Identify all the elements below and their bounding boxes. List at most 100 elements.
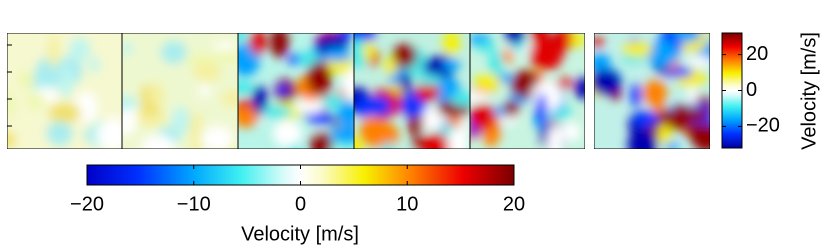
field-blob <box>646 39 679 68</box>
field-blob <box>470 91 491 103</box>
field-blob <box>249 33 267 55</box>
field-blobs <box>122 41 238 149</box>
field-blob <box>47 120 73 146</box>
field-blob <box>201 126 234 149</box>
field-blobs <box>594 33 710 149</box>
field-blob <box>318 95 347 109</box>
field-blob <box>272 119 302 148</box>
field-blob <box>536 92 548 126</box>
field-blobs <box>7 33 122 149</box>
field-blob <box>570 33 585 47</box>
field-blob <box>141 134 176 149</box>
field-blob <box>674 33 702 43</box>
field-blobs <box>238 33 354 149</box>
field-blob <box>447 127 469 149</box>
field-blob <box>261 105 293 119</box>
field-blob <box>215 49 238 63</box>
field-blob <box>122 107 138 136</box>
field-blob <box>238 80 254 95</box>
field-blob <box>199 84 211 98</box>
field-blob <box>687 55 710 67</box>
field-blob <box>193 61 221 82</box>
field-blob <box>337 100 354 131</box>
field-blob <box>367 95 392 117</box>
field-blob <box>360 116 386 146</box>
field-blob <box>238 33 249 40</box>
field-blob <box>630 83 642 107</box>
field-blob <box>529 38 564 71</box>
field-panel <box>122 33 238 149</box>
field-blob <box>633 111 659 128</box>
field-blob <box>382 142 394 149</box>
field-blob <box>139 103 160 116</box>
field-blob <box>681 108 709 121</box>
field-blob <box>547 125 563 149</box>
colorbar-tick-label: −10 <box>177 193 211 215</box>
field-blob <box>306 61 332 95</box>
field-blob <box>122 42 133 56</box>
left-axis-ticks <box>7 44 12 127</box>
field-blob <box>687 86 698 105</box>
field-blob <box>149 82 165 110</box>
field-blob <box>420 57 448 75</box>
field-blob <box>122 95 140 111</box>
colorbar-tick-label: −20 <box>70 193 104 215</box>
field-blob <box>475 41 496 53</box>
field-blob <box>384 57 397 77</box>
field-blob <box>354 135 363 149</box>
field-blob <box>658 124 672 145</box>
field-blob <box>97 119 122 149</box>
field-blob <box>556 77 572 90</box>
field-blob <box>392 44 418 69</box>
field-blob <box>642 79 668 106</box>
colorbar-tick-label: 20 <box>746 43 768 65</box>
colorbar-tick-label: −20 <box>746 115 780 137</box>
field-blob <box>69 37 91 62</box>
field-blob <box>400 71 412 95</box>
field-panel <box>238 33 354 149</box>
field-blob <box>288 53 300 65</box>
field-blob <box>470 103 496 131</box>
field-blob <box>221 90 238 107</box>
field-blob <box>503 100 520 117</box>
field-blob <box>505 33 525 45</box>
field-blob <box>7 90 15 119</box>
field-blob <box>7 132 16 148</box>
field-blob <box>685 123 710 142</box>
velocity-fields <box>7 33 710 149</box>
field-blob <box>498 73 513 84</box>
field-blob <box>26 92 46 111</box>
colorbar-tick-label: 10 <box>396 193 418 215</box>
field-blob <box>276 84 290 97</box>
field-blob <box>307 111 332 125</box>
field-blob <box>450 91 470 107</box>
field-blob <box>160 41 187 64</box>
field-blob <box>416 81 440 102</box>
field-blob <box>561 122 581 142</box>
field-blob <box>270 33 289 58</box>
field-panel <box>594 33 710 149</box>
field-blob <box>574 77 585 100</box>
field-blob <box>309 131 333 149</box>
field-panel <box>470 33 585 149</box>
field-blob <box>341 67 354 101</box>
field-blob <box>627 128 658 149</box>
field-blob <box>420 133 452 149</box>
field-blob <box>502 49 513 64</box>
field-blob <box>362 40 375 62</box>
field-blob <box>488 50 503 79</box>
field-panel <box>354 33 470 149</box>
field-blob <box>474 73 502 91</box>
colorbar-tick-label: 0 <box>746 79 757 101</box>
field-blob <box>48 103 82 123</box>
field-blob <box>323 48 352 62</box>
field-blob <box>622 41 653 57</box>
colorbar-label: Velocity [m/s] <box>798 32 820 150</box>
field-blob <box>594 37 604 48</box>
field-blob <box>89 56 100 73</box>
field-blobs <box>470 33 585 149</box>
field-blob <box>47 33 60 68</box>
field-blob <box>295 98 325 114</box>
field-blob <box>442 33 461 56</box>
colorbar-label: Velocity [m/s] <box>241 223 359 245</box>
